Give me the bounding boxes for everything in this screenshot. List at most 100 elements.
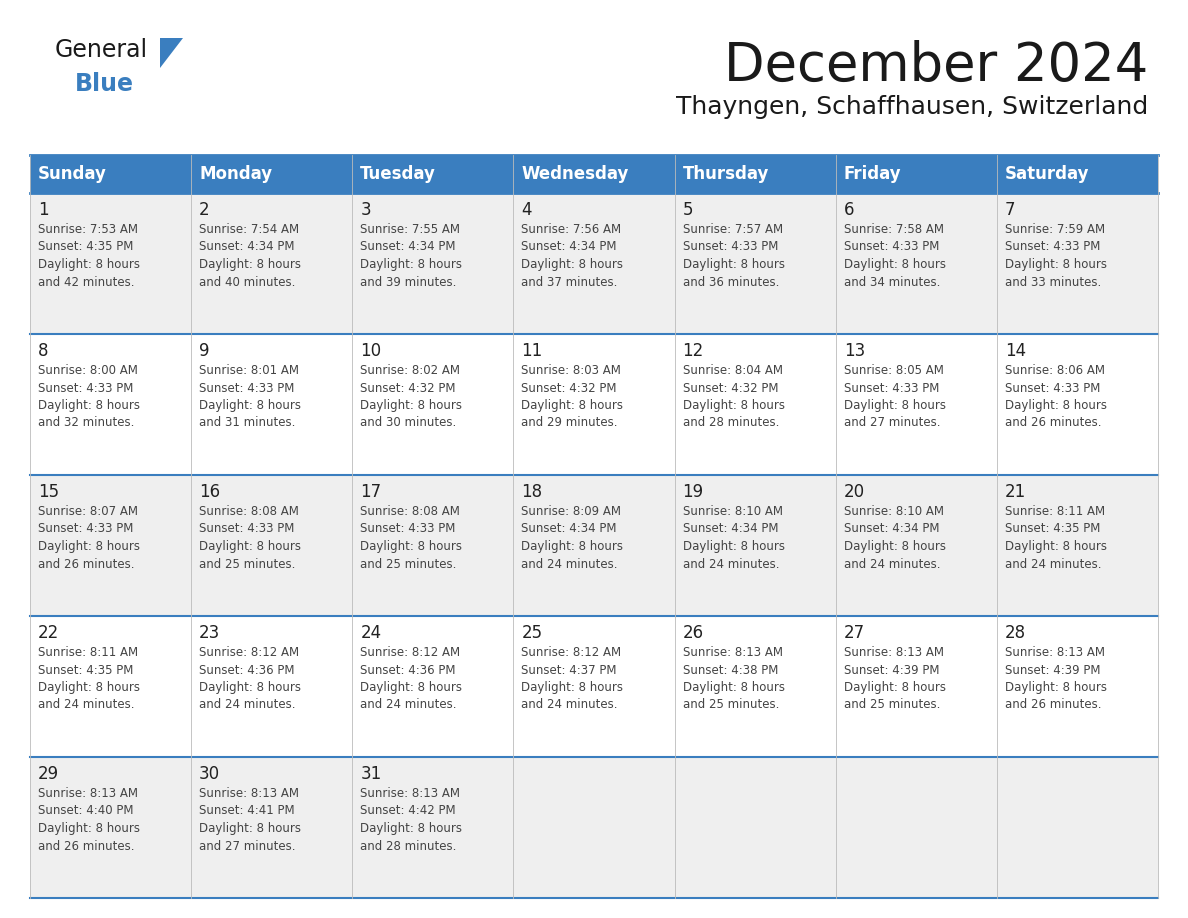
Text: Sunrise: 8:11 AM: Sunrise: 8:11 AM	[38, 646, 138, 659]
Text: General: General	[55, 38, 148, 62]
Text: Daylight: 8 hours: Daylight: 8 hours	[38, 258, 140, 271]
Text: Sunrise: 8:09 AM: Sunrise: 8:09 AM	[522, 505, 621, 518]
Text: 21: 21	[1005, 483, 1026, 501]
Text: 17: 17	[360, 483, 381, 501]
Text: 20: 20	[843, 483, 865, 501]
Text: Sunrise: 8:05 AM: Sunrise: 8:05 AM	[843, 364, 943, 377]
Text: Sunrise: 7:59 AM: Sunrise: 7:59 AM	[1005, 223, 1105, 236]
Text: Daylight: 8 hours: Daylight: 8 hours	[1005, 540, 1107, 553]
Text: 18: 18	[522, 483, 543, 501]
Text: Sunrise: 7:54 AM: Sunrise: 7:54 AM	[200, 223, 299, 236]
Text: Thayngen, Schaffhausen, Switzerland: Thayngen, Schaffhausen, Switzerland	[676, 95, 1148, 119]
Text: 13: 13	[843, 342, 865, 360]
Text: Daylight: 8 hours: Daylight: 8 hours	[200, 822, 301, 835]
Text: 14: 14	[1005, 342, 1026, 360]
Text: Sunrise: 8:03 AM: Sunrise: 8:03 AM	[522, 364, 621, 377]
Text: Daylight: 8 hours: Daylight: 8 hours	[200, 258, 301, 271]
Text: Sunset: 4:32 PM: Sunset: 4:32 PM	[360, 382, 456, 395]
Text: Daylight: 8 hours: Daylight: 8 hours	[38, 540, 140, 553]
Text: Sunset: 4:36 PM: Sunset: 4:36 PM	[200, 664, 295, 677]
Text: 19: 19	[683, 483, 703, 501]
Text: Sunset: 4:33 PM: Sunset: 4:33 PM	[38, 382, 133, 395]
Text: Sunrise: 8:10 AM: Sunrise: 8:10 AM	[683, 505, 783, 518]
Text: Sunrise: 7:58 AM: Sunrise: 7:58 AM	[843, 223, 943, 236]
Text: Daylight: 8 hours: Daylight: 8 hours	[843, 681, 946, 694]
Text: Sunday: Sunday	[38, 165, 107, 183]
Text: and 24 minutes.: and 24 minutes.	[843, 557, 940, 570]
Text: 28: 28	[1005, 624, 1026, 642]
Text: and 33 minutes.: and 33 minutes.	[1005, 275, 1101, 288]
Text: 29: 29	[38, 765, 59, 783]
Text: 8: 8	[38, 342, 49, 360]
Text: 9: 9	[200, 342, 209, 360]
Text: Sunset: 4:35 PM: Sunset: 4:35 PM	[1005, 522, 1100, 535]
Bar	[30, 193, 1158, 334]
Text: Sunset: 4:35 PM: Sunset: 4:35 PM	[38, 241, 133, 253]
Text: Sunrise: 7:55 AM: Sunrise: 7:55 AM	[360, 223, 460, 236]
Text: and 25 minutes.: and 25 minutes.	[843, 699, 940, 711]
Text: Sunrise: 8:13 AM: Sunrise: 8:13 AM	[38, 787, 138, 800]
Bar	[30, 475, 1158, 616]
Text: Sunset: 4:33 PM: Sunset: 4:33 PM	[38, 522, 133, 535]
Text: and 27 minutes.: and 27 minutes.	[200, 839, 296, 853]
Text: Sunrise: 8:13 AM: Sunrise: 8:13 AM	[843, 646, 943, 659]
Text: and 36 minutes.: and 36 minutes.	[683, 275, 779, 288]
Text: Daylight: 8 hours: Daylight: 8 hours	[522, 399, 624, 412]
Text: Sunset: 4:39 PM: Sunset: 4:39 PM	[1005, 664, 1100, 677]
Text: Sunrise: 8:06 AM: Sunrise: 8:06 AM	[1005, 364, 1105, 377]
Text: 15: 15	[38, 483, 59, 501]
Text: and 25 minutes.: and 25 minutes.	[360, 557, 456, 570]
Text: and 31 minutes.: and 31 minutes.	[200, 417, 296, 430]
Text: Daylight: 8 hours: Daylight: 8 hours	[1005, 258, 1107, 271]
Text: Sunrise: 8:12 AM: Sunrise: 8:12 AM	[360, 646, 461, 659]
Text: Thursday: Thursday	[683, 165, 769, 183]
Text: Daylight: 8 hours: Daylight: 8 hours	[683, 681, 784, 694]
Text: Sunset: 4:38 PM: Sunset: 4:38 PM	[683, 664, 778, 677]
Text: Sunrise: 8:13 AM: Sunrise: 8:13 AM	[683, 646, 783, 659]
Text: Sunset: 4:32 PM: Sunset: 4:32 PM	[522, 382, 617, 395]
Text: and 24 minutes.: and 24 minutes.	[522, 699, 618, 711]
Text: Wednesday: Wednesday	[522, 165, 628, 183]
Text: Sunset: 4:34 PM: Sunset: 4:34 PM	[522, 522, 617, 535]
Text: 1: 1	[38, 201, 49, 219]
Text: Daylight: 8 hours: Daylight: 8 hours	[843, 540, 946, 553]
Text: Tuesday: Tuesday	[360, 165, 436, 183]
Text: Daylight: 8 hours: Daylight: 8 hours	[522, 681, 624, 694]
Text: Daylight: 8 hours: Daylight: 8 hours	[360, 681, 462, 694]
Text: and 24 minutes.: and 24 minutes.	[200, 699, 296, 711]
Bar	[30, 334, 1158, 475]
Text: Sunset: 4:36 PM: Sunset: 4:36 PM	[360, 664, 456, 677]
Text: Daylight: 8 hours: Daylight: 8 hours	[683, 399, 784, 412]
Text: Daylight: 8 hours: Daylight: 8 hours	[38, 399, 140, 412]
Text: Sunrise: 8:00 AM: Sunrise: 8:00 AM	[38, 364, 138, 377]
Text: Sunset: 4:34 PM: Sunset: 4:34 PM	[360, 241, 456, 253]
Text: Daylight: 8 hours: Daylight: 8 hours	[360, 258, 462, 271]
Text: and 25 minutes.: and 25 minutes.	[683, 699, 779, 711]
Text: Sunset: 4:42 PM: Sunset: 4:42 PM	[360, 804, 456, 818]
Text: Sunrise: 8:08 AM: Sunrise: 8:08 AM	[360, 505, 460, 518]
Bar	[30, 616, 1158, 757]
Text: Sunrise: 8:02 AM: Sunrise: 8:02 AM	[360, 364, 460, 377]
Text: 24: 24	[360, 624, 381, 642]
Text: 16: 16	[200, 483, 220, 501]
Text: 26: 26	[683, 624, 703, 642]
Text: Sunrise: 7:57 AM: Sunrise: 7:57 AM	[683, 223, 783, 236]
Text: 27: 27	[843, 624, 865, 642]
Text: and 40 minutes.: and 40 minutes.	[200, 275, 296, 288]
Text: and 25 minutes.: and 25 minutes.	[200, 557, 296, 570]
Text: and 37 minutes.: and 37 minutes.	[522, 275, 618, 288]
Text: Sunset: 4:33 PM: Sunset: 4:33 PM	[1005, 382, 1100, 395]
Text: and 26 minutes.: and 26 minutes.	[1005, 699, 1101, 711]
Text: Sunset: 4:33 PM: Sunset: 4:33 PM	[843, 382, 939, 395]
Text: Sunset: 4:34 PM: Sunset: 4:34 PM	[522, 241, 617, 253]
Text: Sunset: 4:33 PM: Sunset: 4:33 PM	[200, 522, 295, 535]
Text: 6: 6	[843, 201, 854, 219]
Text: Daylight: 8 hours: Daylight: 8 hours	[360, 399, 462, 412]
Text: 4: 4	[522, 201, 532, 219]
Text: Sunset: 4:32 PM: Sunset: 4:32 PM	[683, 382, 778, 395]
Text: Sunrise: 8:10 AM: Sunrise: 8:10 AM	[843, 505, 943, 518]
Text: Sunrise: 7:53 AM: Sunrise: 7:53 AM	[38, 223, 138, 236]
Text: Sunset: 4:37 PM: Sunset: 4:37 PM	[522, 664, 617, 677]
Text: 3: 3	[360, 201, 371, 219]
Text: Sunrise: 8:04 AM: Sunrise: 8:04 AM	[683, 364, 783, 377]
